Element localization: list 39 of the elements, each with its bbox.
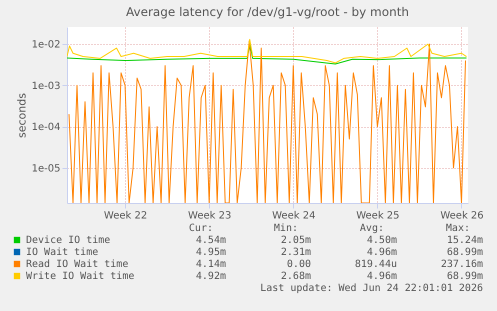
x-tick-label: Week 23 [188,210,232,222]
legend-label: Device IO time [26,235,110,246]
chart-title: Average latency for /dev/g1-vg/root - by month [126,5,410,19]
text: Max: [446,223,470,234]
x-tick-label: Week 24 [272,210,316,222]
text: 237.16m [440,259,483,270]
y-tick-label: 1e-05 [32,163,60,174]
x-tick-label: Week 22 [104,210,148,222]
y-axis-title: seconds [16,92,29,138]
text: Avg: [360,223,384,234]
text: 819.44u [354,259,397,270]
text: 4.14m [196,259,226,270]
text: Last update: Wed Jun 24 22:01:01 2026 [260,283,483,294]
text: 2.05m [280,235,311,246]
y-tick-label: 1e-02 [32,40,60,51]
x-tick-label: Week 26 [440,210,484,222]
text: 4.54m [196,235,226,246]
text: 15.24m [446,235,483,246]
legend-label: Read IO Wait time [26,259,128,270]
text: 4.96m [366,271,397,282]
text: 4.50m [366,235,397,246]
text: 2.68m [280,271,311,282]
y-tick-label: 1e-04 [32,122,60,134]
legend-label: Write IO Wait time [26,271,134,282]
text: 68.99m [446,247,483,258]
text: 0.00 [286,259,311,270]
x-tick-label: Week 25 [356,210,400,222]
text: 4.95m [196,247,226,258]
y-tick-label: 1e-03 [32,80,60,92]
text: 68.99m [446,271,483,282]
line-series [67,44,467,64]
legend-label: IO Wait time [26,247,98,258]
text: Min: [274,223,298,234]
text: Cur: [188,223,213,234]
text: 2.31m [280,247,311,258]
line-series [68,40,466,203]
text: 4.92m [196,271,226,282]
text: 4.96m [366,247,397,258]
line-series [67,38,467,64]
